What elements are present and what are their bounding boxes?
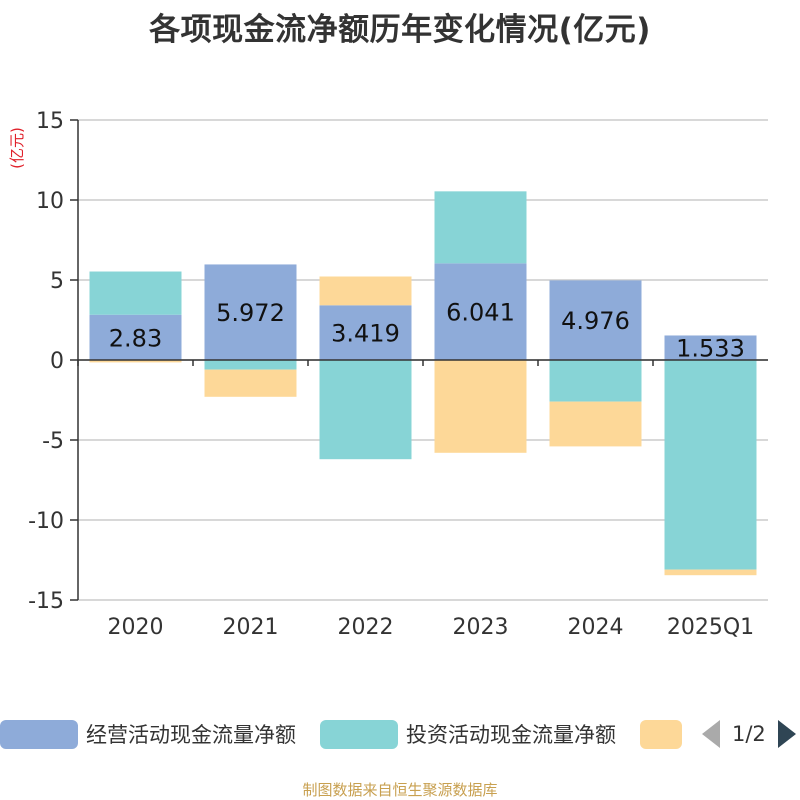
bar-data-label: 5.972 [216,299,285,327]
bar-segment [434,360,527,453]
bar-segment [204,369,297,397]
y-axis-unit-label: (亿元) [8,127,26,169]
y-tick-label: 10 [36,189,64,214]
bar-segment [319,276,412,306]
chart-title: 各项现金流净额历年变化情况(亿元) [149,12,651,48]
legend-swatch-investing [320,719,398,749]
bar-segment [89,271,182,315]
bar-layer [89,191,757,576]
bar-segment [664,569,757,576]
x-category-label: 2022 [338,615,394,640]
x-category-label: 2021 [223,615,279,640]
legend-label-operating: 经营活动现金流量净额 [86,723,296,747]
legend-prev-page-icon[interactable] [702,720,720,748]
bar-segment [549,360,642,402]
y-tick-label: 0 [50,349,64,374]
bar-segment [319,305,412,360]
x-category-label: 2024 [568,615,624,640]
legend-swatch-financing [640,719,682,749]
legend-item-operating[interactable]: 经营活动现金流量净额 [0,716,296,752]
y-tick-label: -10 [28,509,64,534]
axis-layer: 15 10 5 0 -5 -10 -15 2020 2021 2022 2023 2024 2025Q1 [28,109,768,640]
legend: 经营活动现金流量净额 投资活动现金流量净额 1/2 [0,716,800,756]
bar-data-label: 2.83 [109,324,162,352]
bar-segment [204,264,297,360]
bar-segment [89,314,182,360]
bar-segment [434,263,527,360]
source-note: 制图数据来自恒生聚源数据库 [302,781,498,799]
bar-data-label: 4.976 [561,307,630,335]
legend-item-investing[interactable]: 投资活动现金流量净额 [320,716,616,752]
bar-segment [319,360,412,460]
bar-segment [549,280,642,360]
legend-page-indicator: 1/2 [732,722,766,746]
x-category-label: 2025Q1 [667,615,754,640]
bar-data-label: 6.041 [446,299,515,327]
legend-swatch-operating [0,719,78,749]
bar-segment [89,360,182,363]
x-category-label: 2023 [453,615,509,640]
legend-label-investing: 投资活动现金流量净额 [406,723,616,747]
y-tick-label: 15 [36,109,64,134]
x-category-label: 2020 [108,615,164,640]
legend-item-financing[interactable] [640,716,690,752]
label-layer: 2.83 5.972 3.419 6.041 4.976 1.533 [109,299,745,363]
bar-segment [549,401,642,447]
bar-segment [664,335,757,360]
bar-segment [204,360,297,370]
bar-segment [434,191,527,264]
bar-data-label: 3.419 [331,320,400,348]
bar-data-label: 1.533 [676,335,745,363]
y-tick-label: -5 [42,429,64,454]
bar-segment [664,360,757,570]
legend-next-page-icon[interactable] [777,720,796,748]
legend-pager: 1/2 [702,716,796,752]
y-tick-label: -15 [28,589,64,614]
y-tick-label: 5 [50,269,64,294]
